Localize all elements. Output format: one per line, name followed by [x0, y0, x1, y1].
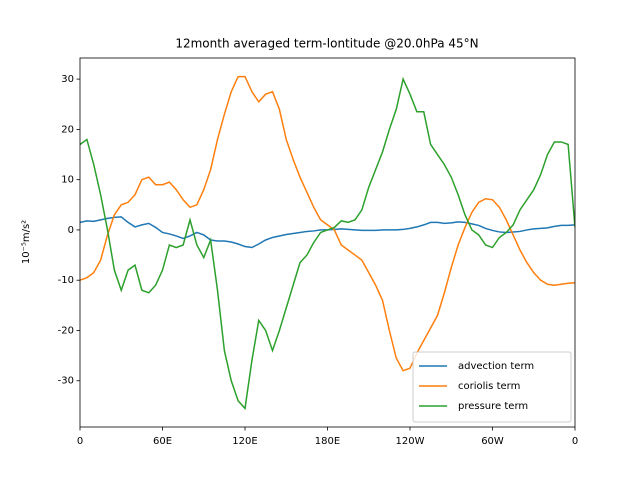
y-tick-label: -10 — [58, 275, 74, 286]
x-tick-label: 180E — [315, 436, 340, 447]
x-tick-label: 0 — [77, 436, 83, 447]
plot-area — [80, 75, 575, 411]
y-tick-label: 0 — [68, 225, 74, 236]
legend-label: advection term — [458, 361, 534, 372]
y-tick-label: 20 — [61, 124, 74, 135]
series-line — [80, 76, 575, 411]
series-line — [80, 216, 575, 249]
y-tick-label: 30 — [61, 74, 74, 85]
y-axis-label: 10⁻⁵m/s² — [21, 220, 32, 264]
legend-label: pressure term — [458, 401, 528, 412]
legend-label: coriolis term — [458, 381, 520, 392]
series-line — [80, 75, 575, 372]
x-tick-label: 60W — [481, 436, 504, 447]
x-tick-label: 120E — [232, 436, 257, 447]
x-tick-label: 120W — [396, 436, 425, 447]
y-tick-label: -30 — [58, 376, 74, 387]
chart-title: 12month averaged term-lontitude @20.0hPa… — [175, 37, 478, 51]
x-tick-label: 60E — [153, 436, 172, 447]
y-tick-label: 10 — [61, 175, 74, 186]
legend-box — [412, 351, 572, 423]
y-tick-label: -20 — [58, 325, 74, 336]
x-tick-label: 0 — [572, 436, 578, 447]
